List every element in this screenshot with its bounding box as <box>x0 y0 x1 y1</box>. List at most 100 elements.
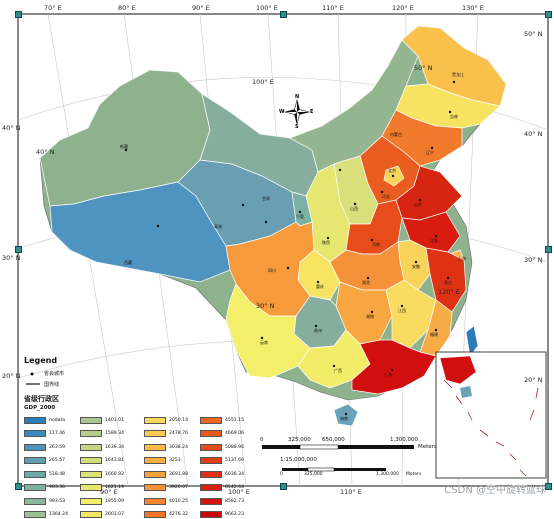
legend-swatch <box>200 497 222 505</box>
province-label: 内蒙古 <box>390 132 402 137</box>
legend-item-label: 1660.92 <box>105 471 124 477</box>
inset-boundary-dashes <box>443 379 539 477</box>
province-label: 四川 <box>268 268 276 273</box>
legend-city-label: 省会城市 <box>44 371 65 377</box>
resize-handle-ne[interactable] <box>545 11 552 18</box>
legend-item-label: 3038.24 <box>169 444 188 450</box>
grat-inner-3: 100° E <box>252 78 274 86</box>
resize-handle-w[interactable] <box>15 246 22 253</box>
province-label: 山东 <box>414 202 422 207</box>
legend-swatch <box>144 457 166 464</box>
grat-inner-0: 50° N <box>414 64 433 72</box>
legend-item-label: 2003.07 <box>105 512 124 517</box>
legend-item: 263.59 <box>24 443 65 451</box>
scale-tick-2: 650,000 <box>322 437 345 443</box>
resize-handle-n[interactable] <box>280 11 287 18</box>
legend-item-label: 4669.06 <box>225 431 244 436</box>
legend-item-label: 3253 <box>169 458 181 463</box>
grat-right-0: 50° N <box>524 30 543 38</box>
legend-item: 8542.44 <box>200 484 244 492</box>
capital-cities <box>124 80 456 416</box>
legend-item: 3920.07 <box>144 484 188 492</box>
resize-handle-e[interactable] <box>545 246 552 253</box>
province-label: 山西 <box>350 206 358 211</box>
legend-item: 1660.92 <box>80 470 124 478</box>
legend-swatch <box>200 443 222 451</box>
legend-swatch <box>24 470 46 478</box>
north-arrow-n: N <box>295 94 300 100</box>
legend-item-label: 2050.14 <box>169 417 188 423</box>
legend-item-label: 8542.44 <box>225 485 244 490</box>
legend-border-label: 国界线 <box>44 382 60 388</box>
resize-handle-nw[interactable] <box>15 11 22 18</box>
legend-item-label: 4010.25 <box>169 498 188 504</box>
province-label: 广西 <box>334 368 342 373</box>
grat-left-0: 40° N <box>2 124 21 132</box>
legend-item: 1639.34 <box>80 443 124 451</box>
province-label: 福建 <box>430 332 438 337</box>
legend-swatch <box>24 430 46 437</box>
scale-tick-1: 325,000 <box>288 437 311 443</box>
legend-swatch <box>144 416 166 424</box>
legend-item: 4276.32 <box>144 511 188 519</box>
legend-swatch <box>144 430 166 437</box>
north-arrow-w: W <box>279 109 285 115</box>
resize-handle-se[interactable] <box>545 483 552 490</box>
province-label: 宁夏 <box>296 214 304 219</box>
grat-top-5: 120° E <box>392 4 414 12</box>
province-label: 辽宁 <box>426 150 434 155</box>
grat-right-3: 20° N <box>524 376 543 384</box>
province-taiwan <box>465 325 479 357</box>
legend-item-label: 3691.88 <box>169 471 188 477</box>
inset-hainan <box>460 386 472 398</box>
grat-inner-1: 40° N <box>36 148 55 156</box>
province-label: 浙江 <box>444 280 452 285</box>
grat-bottom-0: 90° E <box>100 488 118 496</box>
legend-swatch <box>24 457 46 464</box>
legend-city-symbol <box>30 372 34 376</box>
scale-tick-3: 1,300,000 <box>390 437 418 443</box>
legend-item: 8582.73 <box>200 497 244 505</box>
legend-swatch <box>80 416 102 424</box>
scale2-tick-0: 0 <box>280 472 283 477</box>
legend-item-label: 1401.01 <box>105 417 124 423</box>
north-arrow-s: S <box>295 124 299 130</box>
scale2-unit: Meters <box>406 472 422 477</box>
legend-swatch <box>24 497 46 505</box>
legend-swatch <box>80 443 102 451</box>
china-map <box>17 13 549 487</box>
legend-field: GDP_2000 <box>24 405 56 411</box>
legend-swatch <box>200 457 222 464</box>
grat-top-4: 110° E <box>322 4 344 12</box>
legend-item: 5088.96 <box>200 443 244 451</box>
legend-item-label: 1821.19 <box>105 485 124 490</box>
grat-left-2: 20° N <box>2 372 21 380</box>
legend-swatch <box>200 416 222 424</box>
legend-swatch <box>200 430 222 437</box>
watermark: CSDN @空中旋转篮球 <box>444 485 546 496</box>
legend-item: 6036.34 <box>200 470 244 478</box>
province-label: 黑龙江 <box>452 72 464 77</box>
grat-right-2: 30° N <box>524 256 543 264</box>
province-label: 安徽 <box>412 264 420 269</box>
legend-item: 3691.88 <box>144 470 188 478</box>
resize-handle-sw[interactable] <box>15 483 22 490</box>
legend-swatch <box>80 430 102 437</box>
legend-item: nodata <box>24 416 65 424</box>
legend-item-label: 4551.15 <box>225 417 244 423</box>
scale2-tick-1: 325,000 <box>304 472 323 477</box>
legend-item: 518.48 <box>24 470 65 478</box>
resize-handle-s[interactable] <box>280 483 287 490</box>
legend-item: 117.46 <box>24 430 65 438</box>
province-label: 江苏 <box>430 238 438 243</box>
legend-swatch <box>24 484 46 491</box>
legend-item: 2003.07 <box>80 511 124 519</box>
legend-item: 1401.01 <box>80 416 124 424</box>
grat-left-1: 30° N <box>2 254 21 262</box>
legend-item-label: 265.57 <box>49 458 66 463</box>
legend-swatch <box>144 470 166 478</box>
legend-item-label: 117.46 <box>49 431 66 436</box>
province-label: 北京 <box>388 168 396 173</box>
legend-item-label: 1643.81 <box>105 458 124 463</box>
legend-item: 265.57 <box>24 457 65 465</box>
